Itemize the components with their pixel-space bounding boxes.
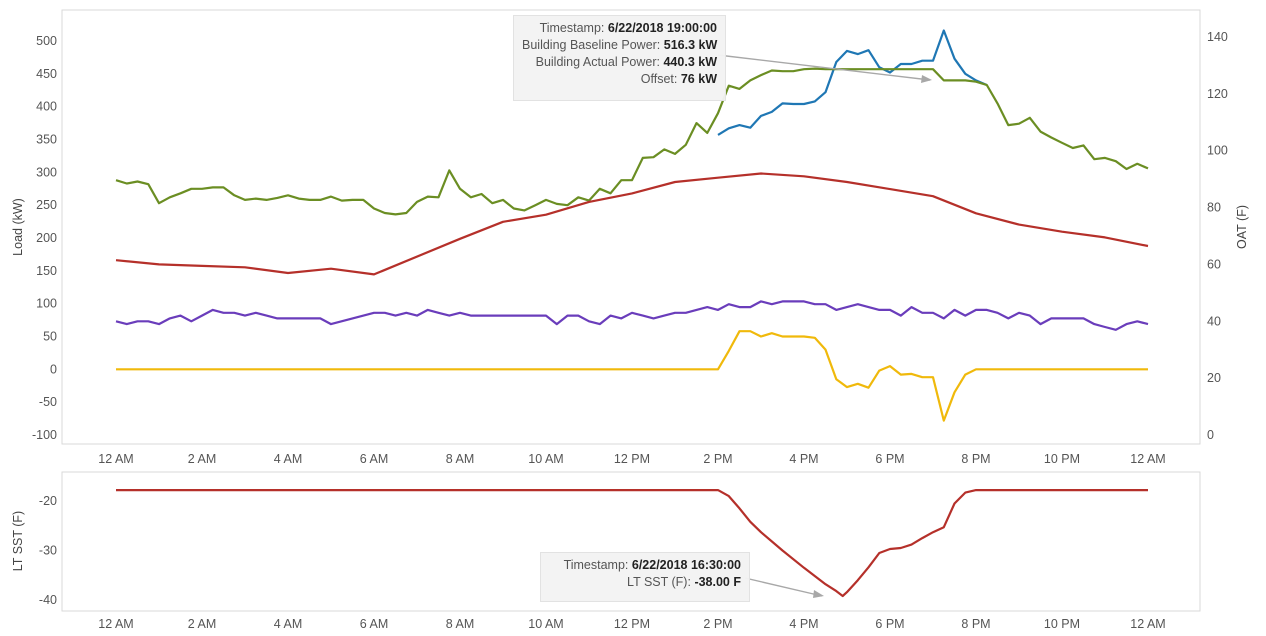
x-tick-label: 2 PM — [703, 452, 732, 466]
tooltip-row-timestamp: Timestamp: 6/22/2018 16:30:00 — [563, 558, 741, 572]
bottom-x-axis: 12 AM 2 AM 4 AM 6 AM 8 AM 10 AM 12 PM 2 PM 4 PM 6… — [98, 617, 1165, 631]
x-tick-label: 12 AM — [98, 617, 133, 631]
y-tick-label: -50 — [39, 395, 57, 409]
x-tick-label: 12 AM — [98, 452, 133, 466]
tooltip-row-timestamp: Timestamp: 6/22/2018 19:00:00 — [539, 21, 717, 35]
bottom-tooltip: Timestamp: 6/22/2018 16:30:00 LT SST (F)… — [540, 552, 750, 602]
y-tick-label: 140 — [1207, 30, 1228, 44]
bottom-series-group — [116, 489, 1148, 598]
y-tick-label: 60 — [1207, 257, 1221, 271]
y-tick-label: -30 — [39, 544, 57, 558]
y-tick-label: -100 — [32, 428, 57, 442]
x-tick-label: 4 AM — [274, 617, 303, 631]
x-tick-label: 8 AM — [446, 617, 475, 631]
x-tick-label: 8 PM — [961, 617, 990, 631]
x-tick-label: 10 PM — [1044, 452, 1080, 466]
x-tick-label: 8 PM — [961, 452, 990, 466]
y-tick-label: 120 — [1207, 87, 1228, 101]
bottom-tooltip-pointer-head — [813, 590, 824, 598]
y-tick-label: 250 — [36, 198, 57, 212]
series-line-right-axis-series-2 — [115, 300, 1149, 331]
x-tick-label: 10 AM — [528, 452, 563, 466]
y-tick-label: 300 — [36, 165, 57, 179]
top-y-axis-title: Load (kW) — [11, 198, 25, 256]
bottom-y-axis-title: LT SST (F) — [11, 511, 25, 571]
x-tick-label: 6 AM — [360, 617, 389, 631]
y-tick-label: 0 — [1207, 428, 1214, 442]
x-tick-label: 12 PM — [614, 617, 650, 631]
y-tick-label: 400 — [36, 100, 57, 114]
tooltip-row-lt-sst: LT SST (F): -38.00 F — [627, 575, 741, 589]
y-tick-label: 20 — [1207, 371, 1221, 385]
top-x-axis: 12 AM 2 AM 4 AM 6 AM 8 AM 10 AM 12 PM 2 PM 4 PM 6… — [98, 452, 1165, 466]
y-tick-label: -20 — [39, 494, 57, 508]
top-y2-axis-title: OAT (F) — [1235, 205, 1249, 249]
y-tick-label: 100 — [36, 297, 57, 311]
tooltip-row-offset: Offset: 76 kW — [640, 72, 717, 86]
x-tick-label: 2 AM — [188, 617, 217, 631]
top-y2-axis: 140 120 100 80 60 40 20 0 — [1207, 30, 1228, 442]
tooltip-row-actual: Building Actual Power: 440.3 kW — [535, 55, 717, 69]
x-tick-label: 2 PM — [703, 617, 732, 631]
top-plot-area — [61, 9, 1201, 445]
top-tooltip-pointer — [717, 54, 931, 81]
y-tick-label: 80 — [1207, 201, 1221, 215]
y-tick-label: 50 — [43, 330, 57, 344]
x-tick-label: 6 PM — [875, 617, 904, 631]
bottom-y-axis: -20 -30 -40 — [39, 494, 57, 607]
x-tick-label: 12 PM — [614, 452, 650, 466]
y-tick-label: 0 — [50, 362, 57, 376]
series-line-building-actual-power — [115, 67, 1149, 216]
y-tick-label: 40 — [1207, 314, 1221, 328]
x-tick-label: 4 PM — [789, 452, 818, 466]
y-tick-label: -40 — [39, 593, 57, 607]
series-line-oat — [115, 172, 1149, 276]
tooltip-row-baseline: Building Baseline Power: 516.3 kW — [522, 38, 718, 52]
series-line-lt-sst-f- — [116, 489, 1148, 598]
y-tick-label: 500 — [36, 34, 57, 48]
y-tick-label: 350 — [36, 133, 57, 147]
series-line-offset — [116, 330, 1148, 422]
x-tick-label: 6 AM — [360, 452, 389, 466]
x-tick-label: 10 AM — [528, 617, 563, 631]
y-tick-label: 450 — [36, 67, 57, 81]
x-tick-label: 6 PM — [875, 452, 904, 466]
top-series-group — [115, 29, 1149, 422]
x-tick-label: 8 AM — [446, 452, 475, 466]
x-tick-label: 12 AM — [1130, 452, 1165, 466]
y-tick-label: 150 — [36, 264, 57, 278]
series-line-building-baseline-power — [717, 29, 988, 136]
x-tick-label: 10 PM — [1044, 617, 1080, 631]
top-tooltip-pointer-head — [921, 75, 932, 83]
y-tick-label: 200 — [36, 231, 57, 245]
x-tick-label: 4 PM — [789, 617, 818, 631]
bottom-plot-area — [61, 471, 1201, 612]
x-tick-label: 4 AM — [274, 452, 303, 466]
x-tick-label: 12 AM — [1130, 617, 1165, 631]
x-tick-label: 2 AM — [188, 452, 217, 466]
top-tooltip: Timestamp: 6/22/2018 19:00:00 Building B… — [513, 15, 726, 101]
bottom-tooltip-pointer — [744, 577, 823, 597]
y-tick-label: 100 — [1207, 144, 1228, 158]
